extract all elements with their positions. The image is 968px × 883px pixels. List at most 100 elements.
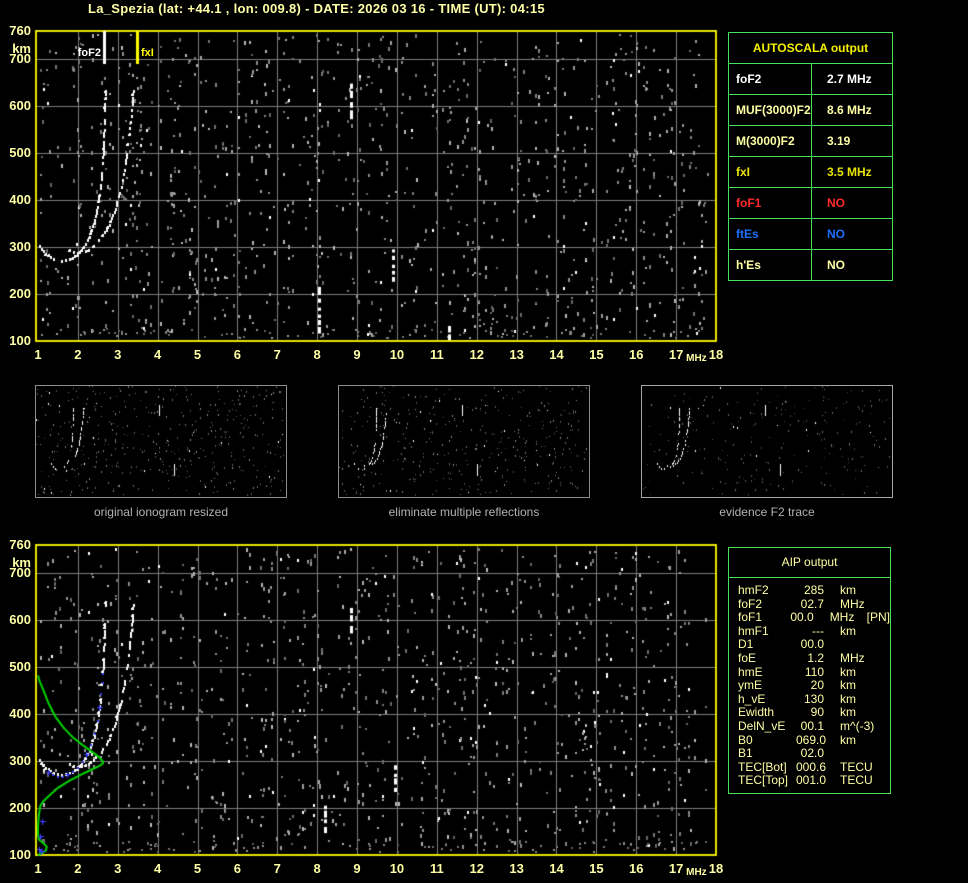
x-tick-label: 14 [549,861,564,876]
aip-note [882,720,890,734]
x-axis-unit-label: MHz [686,353,707,364]
aip-unit: MHz [829,610,855,625]
aip-row-foF1: foF1 00.0 MHz [PN] [738,611,890,625]
x-tick-label: 5 [193,347,202,362]
aip-note [882,747,890,761]
aip-note [882,706,890,720]
x-tick-label: 10 [389,861,405,876]
aip-unit: MHz [840,596,865,611]
y-tick-label: 700 [9,51,31,67]
x-tick-label: 10 [389,347,405,362]
autoscala-param-label: fxI [729,157,812,187]
aip-unit: km [840,732,856,747]
aip-param: Ewidth [738,705,775,720]
aip-value: --- [812,623,824,638]
aip-value: 02.7 [800,596,824,611]
autoscala-param-value: 2.7 MHz [827,72,872,86]
aip-value: 130 [803,691,824,706]
aip-row-DelN_vE: DelN_vE 00.1 m^(-3) [738,718,890,734]
autoscala-row-MUF(3000)F2: MUF(3000)F2 8.6 MHz [729,95,892,126]
aip-note [882,652,890,666]
autoscala-param-value: 3.5 MHz [827,165,872,179]
autoscala-param-value: NO [827,227,845,241]
x-tick-label: 5 [193,861,202,876]
y-tick-label: 100 [9,333,31,348]
aip-row-hmE: hmE 110 km [738,664,890,680]
autoscala-param-value: 8.6 MHz [827,103,872,117]
x-tick-label: 17 [668,347,684,362]
aip-note [882,734,890,748]
aip-unit: km [840,691,856,706]
x-tick-label: 2 [74,347,82,362]
main-ionogram-plot [34,29,718,345]
aip-row-TEC[Bot]: TEC[Bot] 000.6 TECU [738,759,890,775]
y-tick-label: 500 [9,145,31,161]
x-tick-label: 6 [233,861,242,876]
x-tick-label: 1 [34,861,42,876]
x-tick-label: 1 [34,347,42,362]
y-tick-label: 700 [9,565,31,581]
x-tick-label: 13 [509,861,524,876]
aip-unit [824,638,882,652]
thumbnail-eliminate-reflections [338,385,590,498]
x-tick-label: 16 [629,861,644,876]
x-tick-label: 18 [708,347,724,362]
aip-row-foF2: foF2 02.7 MHz [738,596,890,612]
aip-param: hmF1 [738,623,769,638]
thumbnail-evidence-canvas [642,386,892,497]
aip-param: hmF2 [738,583,769,597]
autoscala-row-fxI: fxI 3.5 MHz [729,157,892,188]
aip-table-rows: hmF2 285 km foF2 02.7 MHz foF1 00.0 MHz [PN] hmF1-… [729,578,890,793]
aip-row-ymE: ymE 20 km [738,679,890,693]
aip-value: 001.0 [796,773,827,788]
aip-row-TEC[Top]: TEC[Top] 001.0 TECU [738,774,890,788]
y-tick-label: 200 [9,286,31,302]
aip-unit: TECU [840,759,873,774]
x-tick-label: 7 [273,861,281,876]
aip-value: 00.0 [800,637,824,652]
aip-note [882,598,890,612]
autoscala-param-value: NO [827,196,845,210]
aip-row-hmF1: hmF1 --- km [738,623,890,639]
autoscala-param-value: 3.19 [827,134,851,148]
aip-value: 000.6 [796,759,827,774]
x-tick-label: 17 [668,861,684,876]
aip-unit [824,747,882,761]
aip-row-hmF2: hmF2 285 km [738,583,890,598]
aip-value: 1.2 [807,650,824,665]
x-tick-label: 13 [509,347,524,362]
x-tick-label: 4 [154,347,162,362]
aip-param: hmE [738,664,763,679]
y-tick-label: 400 [9,706,31,722]
aip-row-h_vE: h_vE 130 km [738,691,890,707]
aip-unit: km [840,664,856,679]
aip-ionogram-plot [34,543,718,859]
y-axis-unit-label: km [12,555,31,570]
x-tick-label: 9 [353,347,361,362]
page-title: La_Spezia (lat: +44.1 , lon: 009.8) - DA… [88,1,545,16]
x-tick-label: 12 [469,347,484,362]
aip-table: AIP output hmF2 285 km foF2 02.7 MHz foF1 00.0 M… [728,547,891,794]
aip-unit: km [840,583,856,597]
aip-note [882,625,890,639]
aip-value: 20 [810,678,824,693]
autoscala-row-ftEs: ftEs NO [729,219,892,250]
y-tick-label: 600 [9,612,31,628]
x-tick-label: 12 [469,861,484,876]
x-tick-label: 6 [233,347,242,362]
thumbnail-caption-eliminate: eliminate multiple reflections [388,505,540,519]
autoscala-table-title: AUTOSCALA output [729,33,892,64]
x-tick-label: 9 [353,861,361,876]
aip-note [882,761,890,775]
aip-param: DelN_vE [738,718,786,733]
aip-param: h_vE [738,691,766,706]
y-tick-label: 300 [9,239,31,255]
aip-param: B1 [738,746,753,761]
thumbnail-original-canvas [36,386,286,497]
aip-value: 285 [803,583,824,597]
aip-param: foF1 [738,610,763,625]
x-tick-label: 11 [429,347,444,362]
aip-param: foE [738,650,757,665]
aip-unit: km [840,623,856,638]
